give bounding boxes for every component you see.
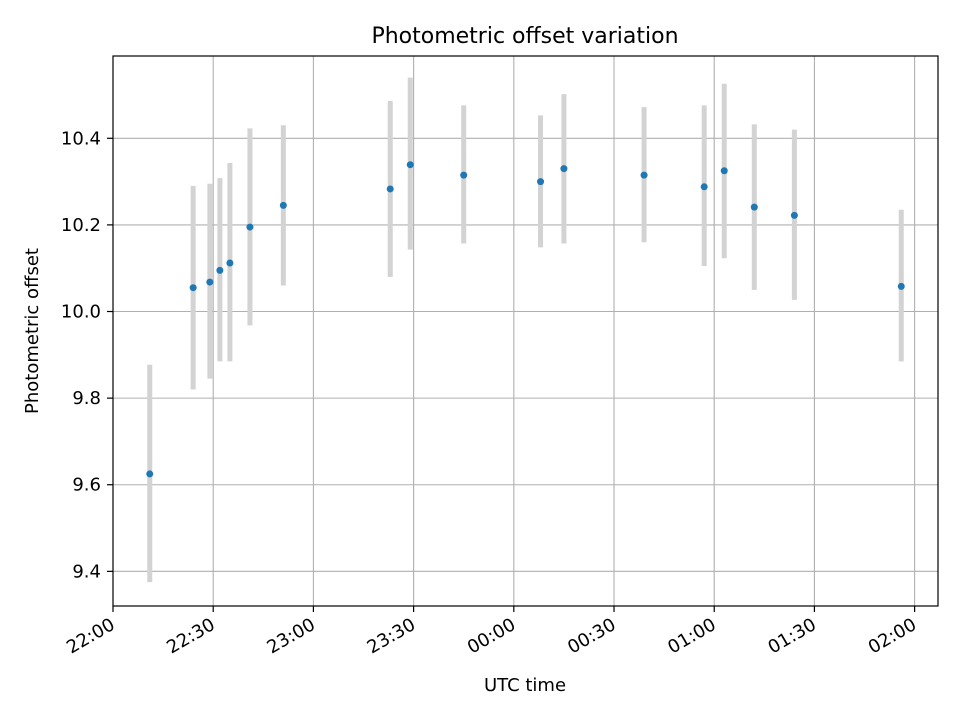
y-axis-label: Photometric offset xyxy=(22,248,43,414)
y-tick-label: 9.4 xyxy=(72,561,101,582)
data-point xyxy=(560,165,568,173)
plot-frame xyxy=(112,55,939,607)
data-point xyxy=(700,183,708,191)
data-point xyxy=(246,223,254,231)
y-tick-label: 10.2 xyxy=(61,215,101,236)
data-point xyxy=(720,167,728,175)
point-layer xyxy=(146,161,905,478)
y-tick-label: 10.4 xyxy=(61,128,101,149)
data-point xyxy=(460,171,468,179)
y-tick-label: 9.6 xyxy=(72,475,101,496)
y-tick-label: 10.0 xyxy=(61,302,101,323)
data-point xyxy=(406,161,414,169)
data-point xyxy=(189,284,197,292)
x-axis-label: UTC time xyxy=(484,675,566,696)
data-point xyxy=(279,201,287,209)
data-point xyxy=(897,282,905,290)
data-point xyxy=(216,266,224,274)
chart-title: Photometric offset variation xyxy=(371,24,678,49)
data-point xyxy=(386,185,394,193)
data-point xyxy=(206,278,214,286)
data-point xyxy=(537,178,545,186)
data-point xyxy=(640,171,648,179)
data-point xyxy=(226,259,234,267)
y-tick-label: 9.8 xyxy=(72,388,101,409)
data-point xyxy=(146,470,154,478)
data-point xyxy=(750,203,758,211)
y-axis-ticks: 9.4 9.6 9.8 10.0 10.2 10.4 xyxy=(61,128,113,582)
data-point xyxy=(790,211,798,219)
